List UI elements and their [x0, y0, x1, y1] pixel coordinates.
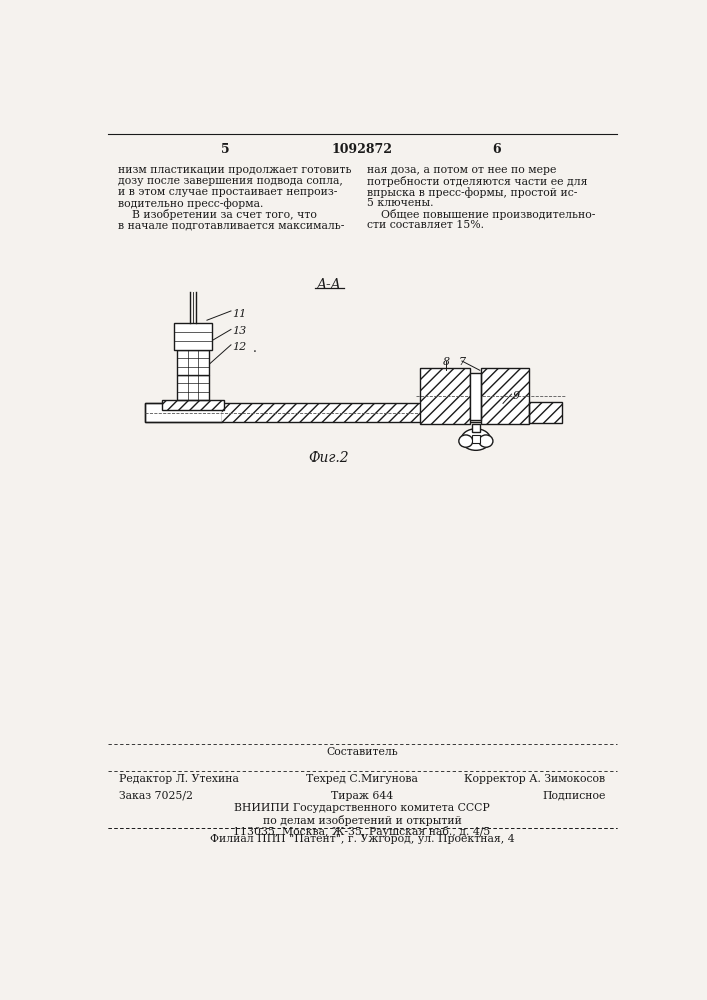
Text: впрыска в пресс-формы, простой ис-: впрыска в пресс-формы, простой ис-: [368, 187, 578, 198]
Text: .: .: [252, 342, 257, 355]
Text: сти составляет 15%.: сти составляет 15%.: [368, 220, 484, 230]
Text: 12: 12: [232, 342, 246, 352]
Ellipse shape: [459, 435, 473, 447]
Text: Корректор А. Зимокосов: Корректор А. Зимокосов: [464, 774, 605, 784]
Bar: [145, 403, 546, 422]
Bar: [481, 368, 530, 424]
Bar: [530, 402, 562, 423]
Text: 113035, Москва, Ж-35, Раушская наб., д. 4/5: 113035, Москва, Ж-35, Раушская наб., д. …: [233, 826, 491, 837]
Text: Составитель: Составитель: [326, 747, 398, 757]
Text: 8: 8: [443, 357, 450, 367]
Bar: [162, 400, 224, 410]
Text: Редактор Л. Утехина: Редактор Л. Утехина: [119, 774, 239, 784]
Bar: [223, 403, 437, 422]
Text: в начале подготавливается максималь-: в начале подготавливается максималь-: [118, 220, 344, 230]
Text: по делам изобретений и открытий: по делам изобретений и открытий: [262, 815, 462, 826]
Text: В изобретении за счет того, что: В изобретении за счет того, что: [118, 209, 317, 220]
Bar: [420, 368, 470, 424]
Bar: [530, 402, 562, 423]
Text: ВНИИПИ Государственного комитета СССР: ВНИИПИ Государственного комитета СССР: [234, 803, 490, 813]
Bar: [472, 424, 480, 432]
Text: A-A: A-A: [316, 278, 341, 292]
Text: 6: 6: [493, 143, 501, 156]
Bar: [174, 323, 212, 350]
Text: 7: 7: [459, 357, 466, 367]
Text: 5: 5: [221, 143, 230, 156]
Bar: [177, 350, 209, 375]
Text: Техред С.Мигунова: Техред С.Мигунова: [306, 774, 418, 784]
Bar: [177, 375, 209, 400]
Text: Подписное: Подписное: [542, 791, 605, 801]
Text: Заказ 7025/2: Заказ 7025/2: [119, 791, 194, 801]
Bar: [145, 403, 223, 422]
Text: потребности отделяются части ее для: потребности отделяются части ее для: [368, 176, 588, 187]
Text: Тираж 644: Тираж 644: [331, 791, 393, 801]
Text: 13: 13: [232, 326, 246, 336]
Text: Филиал ППП "Патент", г. Ужгород, ул. Проектная, 4: Филиал ППП "Патент", г. Ужгород, ул. Про…: [210, 834, 514, 844]
Text: 1092872: 1092872: [332, 143, 392, 156]
Text: 9: 9: [513, 391, 520, 401]
Text: Фиг.2: Фиг.2: [308, 451, 349, 465]
Bar: [470, 373, 481, 420]
Text: дозу после завершения подвода сопла,: дозу после завершения подвода сопла,: [118, 176, 343, 186]
Text: и в этом случае простаивает непроиз-: и в этом случае простаивает непроиз-: [118, 187, 337, 197]
Ellipse shape: [479, 435, 493, 447]
Ellipse shape: [461, 429, 491, 450]
Text: ная доза, а потом от нее по мере: ная доза, а потом от нее по мере: [368, 165, 556, 175]
Text: 5 ключены.: 5 ключены.: [368, 198, 434, 208]
Bar: [162, 400, 224, 410]
Text: Общее повышение производительно-: Общее повышение производительно-: [368, 209, 596, 220]
Bar: [472, 435, 480, 443]
Text: водительно пресс-форма.: водительно пресс-форма.: [118, 198, 263, 209]
Bar: [420, 368, 470, 424]
Text: 11: 11: [232, 309, 246, 319]
Bar: [481, 368, 530, 424]
Text: низм пластикации продолжает готовить: низм пластикации продолжает готовить: [118, 165, 351, 175]
